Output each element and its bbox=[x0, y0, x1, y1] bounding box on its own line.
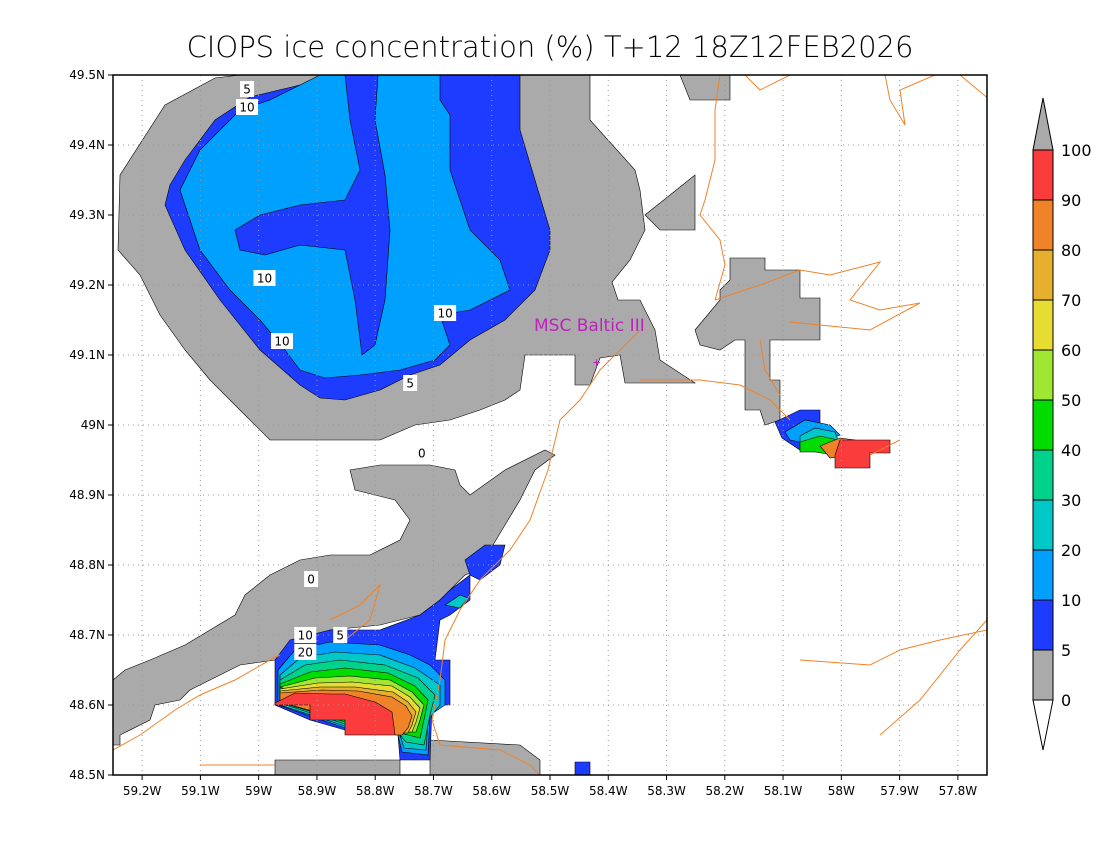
lat-tick-label: 49.2N bbox=[69, 278, 105, 292]
contour-label-bg bbox=[270, 333, 293, 349]
colorbar-label: 50 bbox=[1061, 391, 1081, 410]
ice-region-5-10 bbox=[574, 761, 591, 775]
contour-label-bg bbox=[294, 644, 317, 660]
lon-tick-label: 59.1W bbox=[181, 784, 220, 798]
contour-label-bg bbox=[304, 571, 319, 587]
ice-region-0-5 bbox=[644, 174, 696, 231]
colorbar-label: 60 bbox=[1061, 341, 1081, 360]
colorbar-min-triangle bbox=[1032, 699, 1054, 751]
lat-tick-label: 48.6N bbox=[69, 698, 105, 712]
lon-tick-label: 59W bbox=[245, 784, 272, 798]
colorbar-label: 10 bbox=[1061, 591, 1081, 610]
station-label: MSC Baltic III bbox=[534, 316, 645, 336]
lat-tick-label: 49.1N bbox=[69, 348, 105, 362]
lon-tick-label: 58.6W bbox=[472, 784, 511, 798]
lat-tick-label: 49.3N bbox=[69, 208, 105, 222]
colorbar-segment bbox=[1032, 599, 1054, 651]
contour-label-bg bbox=[253, 270, 276, 286]
ice-region-0-5 bbox=[429, 739, 541, 775]
colorbar-segment bbox=[1032, 499, 1054, 551]
ice-region-0-5 bbox=[679, 75, 731, 101]
contour-label: 20 bbox=[298, 646, 313, 660]
ice-region-90-100 bbox=[834, 439, 891, 469]
colorbar-label: 30 bbox=[1061, 491, 1081, 510]
lon-tick-label: 58.2W bbox=[706, 784, 745, 798]
contour-label-bg bbox=[240, 81, 255, 97]
colorbar-segment bbox=[1032, 399, 1054, 451]
lat-tick-label: 48.9N bbox=[69, 488, 105, 502]
contour-label: 10 bbox=[239, 101, 254, 115]
ice-region-5-10 bbox=[464, 544, 506, 581]
lon-tick-label: 57.9W bbox=[880, 784, 919, 798]
contour-label: 10 bbox=[437, 307, 452, 321]
lon-tick-label: 57.8W bbox=[939, 784, 978, 798]
colorbar-segment bbox=[1032, 449, 1054, 501]
lon-tick-label: 59.2W bbox=[123, 784, 162, 798]
station-plus-icon: + bbox=[593, 354, 601, 370]
colorbar-legend: 0 5 10 20 30 40 50 60 70 80 90 100 bbox=[1032, 97, 1092, 751]
colorbar-label: 0 bbox=[1061, 691, 1071, 710]
lon-tick-label: 58W bbox=[828, 784, 855, 798]
lon-tick-label: 58.4W bbox=[589, 784, 628, 798]
lat-tick-label: 49N bbox=[81, 418, 105, 432]
lat-tick-label: 48.7N bbox=[69, 628, 105, 642]
lon-tick-label: 58.5W bbox=[531, 784, 570, 798]
contour-label: 10 bbox=[274, 335, 289, 349]
plot-area bbox=[113, 75, 987, 775]
colorbar-segment bbox=[1032, 149, 1054, 201]
colorbar-label: 90 bbox=[1061, 191, 1081, 210]
colorbar-segment bbox=[1032, 549, 1054, 601]
colorbar-segment bbox=[1032, 249, 1054, 301]
ice-region-0-5 bbox=[113, 449, 556, 746]
colorbar-max-triangle bbox=[1032, 97, 1054, 151]
colorbar-label: 40 bbox=[1061, 441, 1081, 460]
contour-label-bg bbox=[294, 627, 317, 643]
contour-label: 0 bbox=[307, 573, 315, 587]
axis-ticks: 59.2W 59.1W 59W 58.9W 58.8W 58.7W 58.6W 58.5W 58… bbox=[69, 68, 977, 798]
ice-region-90-100 bbox=[274, 692, 396, 736]
contour-label: 0 bbox=[418, 447, 426, 461]
lon-tick-label: 58.1W bbox=[764, 784, 803, 798]
colorbar-segment bbox=[1032, 649, 1054, 701]
contour-label: 10 bbox=[257, 272, 272, 286]
contour-label: 10 bbox=[298, 629, 313, 643]
contour-label-bg bbox=[434, 305, 457, 321]
colorbar-label: 70 bbox=[1061, 291, 1081, 310]
colorbar-segment bbox=[1032, 299, 1054, 351]
colorbar-label: 20 bbox=[1061, 541, 1081, 560]
contour-label-bg bbox=[403, 375, 418, 391]
lat-tick-label: 49.4N bbox=[69, 138, 105, 152]
lat-tick-label: 48.8N bbox=[69, 558, 105, 572]
colorbar-label: 80 bbox=[1061, 241, 1081, 260]
colorbar-segment bbox=[1032, 349, 1054, 401]
contour-label: 5 bbox=[243, 83, 251, 97]
colorbar-label: 100 bbox=[1061, 141, 1092, 160]
contour-label-bg bbox=[236, 99, 259, 115]
chart-title: CIOPS ice concentration (%) T+12 18Z12FE… bbox=[187, 30, 914, 64]
colorbar-label: 5 bbox=[1061, 641, 1071, 660]
lon-tick-label: 58.9W bbox=[298, 784, 337, 798]
ice-region-0-5 bbox=[694, 257, 821, 426]
colorbar-segment bbox=[1032, 199, 1054, 251]
ice-region-5-10 bbox=[234, 75, 391, 356]
contour-label-bg bbox=[333, 627, 348, 643]
lat-tick-label: 48.5N bbox=[69, 768, 105, 782]
contour-label: 5 bbox=[336, 629, 344, 643]
station-marker: + MSC Baltic III bbox=[534, 316, 645, 370]
lon-tick-label: 58.3W bbox=[647, 784, 686, 798]
contour-label-bg bbox=[414, 445, 429, 461]
lat-tick-label: 49.5N bbox=[69, 68, 105, 82]
lon-tick-label: 58.8W bbox=[356, 784, 395, 798]
contour-label: 5 bbox=[406, 377, 414, 391]
ice-region-0-5 bbox=[274, 759, 401, 775]
contour-labels: 5 10 10 10 10 5 0 0 10 20 5 bbox=[236, 81, 457, 660]
lon-tick-label: 58.7W bbox=[414, 784, 453, 798]
